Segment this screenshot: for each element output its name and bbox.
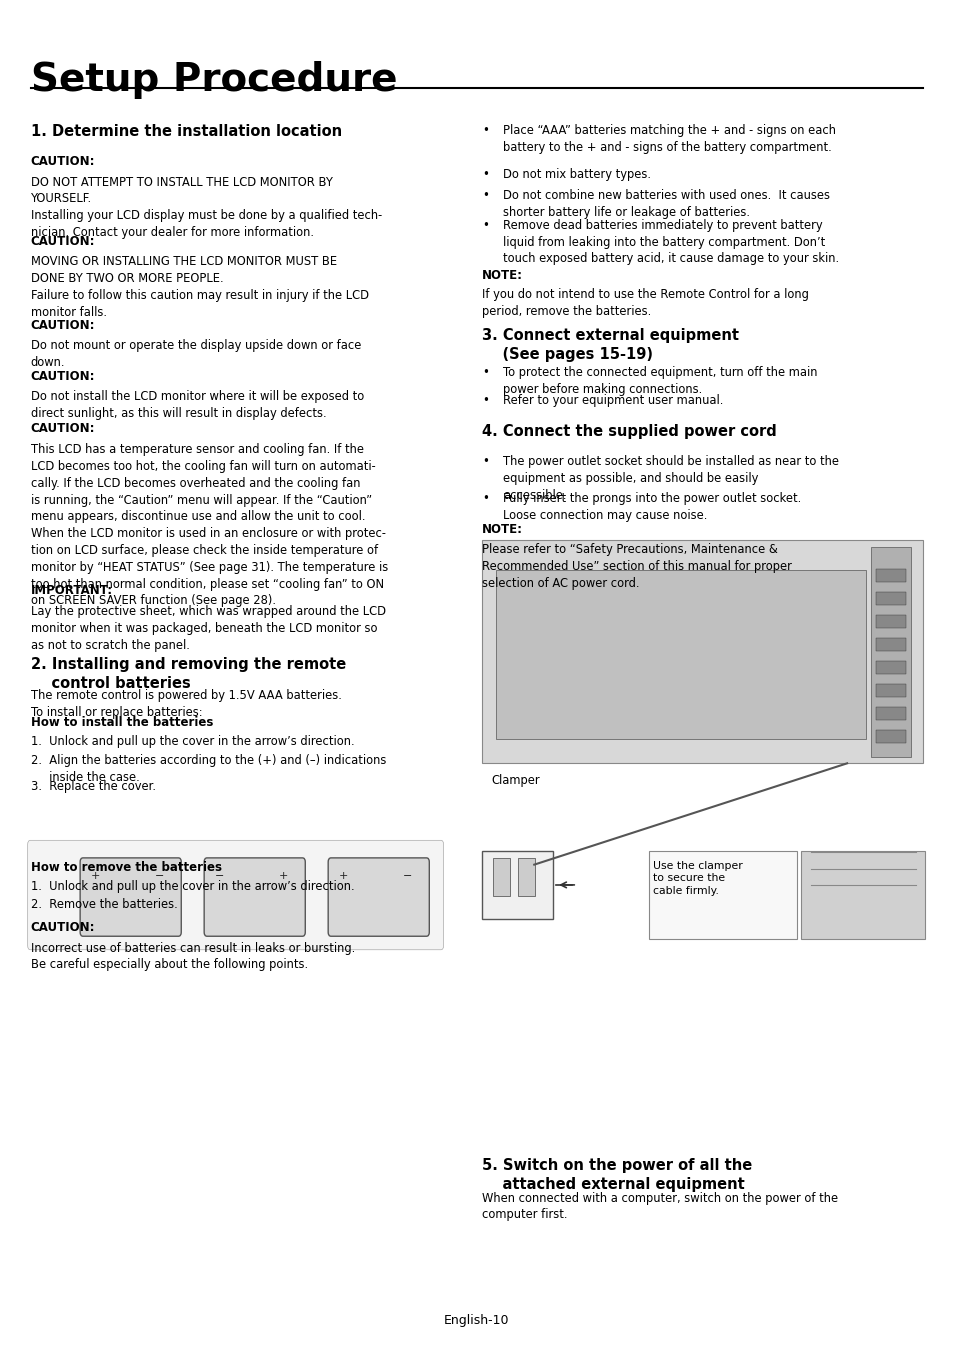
Bar xyxy=(875,730,905,743)
Bar xyxy=(875,707,905,720)
Text: +: + xyxy=(91,871,100,881)
Text: 1. Determine the installation location: 1. Determine the installation location xyxy=(30,124,341,139)
Text: 2.  Align the batteries according to the (+) and (–) indications
     inside the: 2. Align the batteries according to the … xyxy=(30,754,386,784)
Text: 1.  Unlock and pull up the cover in the arrow’s direction.: 1. Unlock and pull up the cover in the a… xyxy=(30,735,354,748)
Text: When connected with a computer, switch on the power of the
computer first.: When connected with a computer, switch o… xyxy=(481,1192,837,1221)
Text: Do not combine new batteries with used ones.  It causes
shorter battery life or : Do not combine new batteries with used o… xyxy=(502,189,829,219)
Text: Please refer to “Safety Precautions, Maintenance &
Recommended Use” section of t: Please refer to “Safety Precautions, Mai… xyxy=(481,543,791,589)
Text: NOTE:: NOTE: xyxy=(481,523,522,536)
Text: •: • xyxy=(481,219,488,232)
Bar xyxy=(875,638,905,651)
Text: Remove dead batteries immediately to prevent battery
liquid from leaking into th: Remove dead batteries immediately to pre… xyxy=(502,219,838,265)
Text: CAUTION:: CAUTION: xyxy=(30,235,95,249)
Text: Setup Procedure: Setup Procedure xyxy=(30,61,396,99)
Text: −: − xyxy=(154,871,164,881)
Text: MOVING OR INSTALLING THE LCD MONITOR MUST BE
DONE BY TWO OR MORE PEOPLE.
Failure: MOVING OR INSTALLING THE LCD MONITOR MUS… xyxy=(30,255,368,319)
Text: How to install the batteries: How to install the batteries xyxy=(30,716,213,730)
Text: 2. Installing and removing the remote
    control batteries: 2. Installing and removing the remote co… xyxy=(30,657,345,690)
Text: •: • xyxy=(481,492,488,505)
Text: •: • xyxy=(481,366,488,380)
Text: DO NOT ATTEMPT TO INSTALL THE LCD MONITOR BY
YOURSELF.
Installing your LCD displ: DO NOT ATTEMPT TO INSTALL THE LCD MONITO… xyxy=(30,176,381,239)
Text: Fully insert the prongs into the power outlet socket.
Loose connection may cause: Fully insert the prongs into the power o… xyxy=(502,492,801,521)
Text: −: − xyxy=(402,871,412,881)
Bar xyxy=(481,540,923,763)
Text: 5. Switch on the power of all the
    attached external equipment: 5. Switch on the power of all the attach… xyxy=(481,1158,751,1192)
Text: Lay the protective sheet, which was wrapped around the LCD
monitor when it was p: Lay the protective sheet, which was wrap… xyxy=(30,605,385,651)
Text: CAUTION:: CAUTION: xyxy=(30,921,95,935)
Bar xyxy=(648,851,796,939)
Bar xyxy=(481,851,553,919)
Text: Refer to your equipment user manual.: Refer to your equipment user manual. xyxy=(502,394,722,408)
Text: Do not mix battery types.: Do not mix battery types. xyxy=(502,168,650,181)
Text: 3.  Replace the cover.: 3. Replace the cover. xyxy=(30,780,155,793)
Text: CAUTION:: CAUTION: xyxy=(30,422,95,435)
Text: +: + xyxy=(278,871,288,881)
Text: Use the clamper
to secure the
cable firmly.: Use the clamper to secure the cable firm… xyxy=(653,861,742,896)
FancyBboxPatch shape xyxy=(204,858,305,936)
Text: 4. Connect the supplied power cord: 4. Connect the supplied power cord xyxy=(481,424,776,439)
Bar xyxy=(875,684,905,697)
Text: CAUTION:: CAUTION: xyxy=(30,370,95,384)
Bar xyxy=(517,858,535,896)
Text: +: + xyxy=(338,871,348,881)
Bar xyxy=(496,570,865,739)
FancyBboxPatch shape xyxy=(28,840,443,950)
Text: Clamper: Clamper xyxy=(491,774,539,788)
Text: Do not install the LCD monitor where it will be exposed to
direct sunlight, as t: Do not install the LCD monitor where it … xyxy=(30,390,363,420)
Text: This LCD has a temperature sensor and cooling fan. If the
LCD becomes too hot, t: This LCD has a temperature sensor and co… xyxy=(30,443,387,608)
Text: •: • xyxy=(481,394,488,408)
Text: IMPORTANT:: IMPORTANT: xyxy=(30,584,112,597)
FancyBboxPatch shape xyxy=(80,858,181,936)
Text: CAUTION:: CAUTION: xyxy=(30,155,95,169)
Text: To protect the connected equipment, turn off the main
power before making connec: To protect the connected equipment, turn… xyxy=(502,366,817,396)
Text: •: • xyxy=(481,168,488,181)
Bar xyxy=(875,615,905,628)
Text: English-10: English-10 xyxy=(444,1313,509,1327)
Text: How to remove the batteries: How to remove the batteries xyxy=(30,861,221,874)
Text: −: − xyxy=(214,871,224,881)
Text: If you do not intend to use the Remote Control for a long
period, remove the bat: If you do not intend to use the Remote C… xyxy=(481,288,808,317)
Text: Do not mount or operate the display upside down or face
down.: Do not mount or operate the display upsi… xyxy=(30,339,360,369)
Text: •: • xyxy=(481,455,488,469)
Bar xyxy=(875,592,905,605)
FancyBboxPatch shape xyxy=(328,858,429,936)
Text: 1.  Unlock and pull up the cover in the arrow’s direction.: 1. Unlock and pull up the cover in the a… xyxy=(30,880,354,893)
Text: Incorrect use of batteries can result in leaks or bursting.
Be careful especiall: Incorrect use of batteries can result in… xyxy=(30,942,355,971)
Bar xyxy=(493,858,510,896)
Text: •: • xyxy=(481,124,488,138)
Bar xyxy=(875,661,905,674)
Text: Place “AAA” batteries matching the + and - signs on each
battery to the + and - : Place “AAA” batteries matching the + and… xyxy=(502,124,835,154)
Text: CAUTION:: CAUTION: xyxy=(30,319,95,332)
Text: The remote control is powered by 1.5V AAA batteries.
To install or replace batte: The remote control is powered by 1.5V AA… xyxy=(30,689,341,719)
Text: •: • xyxy=(481,189,488,203)
Text: 2.  Remove the batteries.: 2. Remove the batteries. xyxy=(30,898,177,912)
Text: The power outlet socket should be installed as near to the
equipment as possible: The power outlet socket should be instal… xyxy=(502,455,838,501)
Bar xyxy=(801,851,924,939)
Text: 3. Connect external equipment
    (See pages 15-19): 3. Connect external equipment (See pages… xyxy=(481,328,738,362)
Text: NOTE:: NOTE: xyxy=(481,269,522,282)
Bar xyxy=(875,569,905,582)
Bar xyxy=(870,547,910,757)
